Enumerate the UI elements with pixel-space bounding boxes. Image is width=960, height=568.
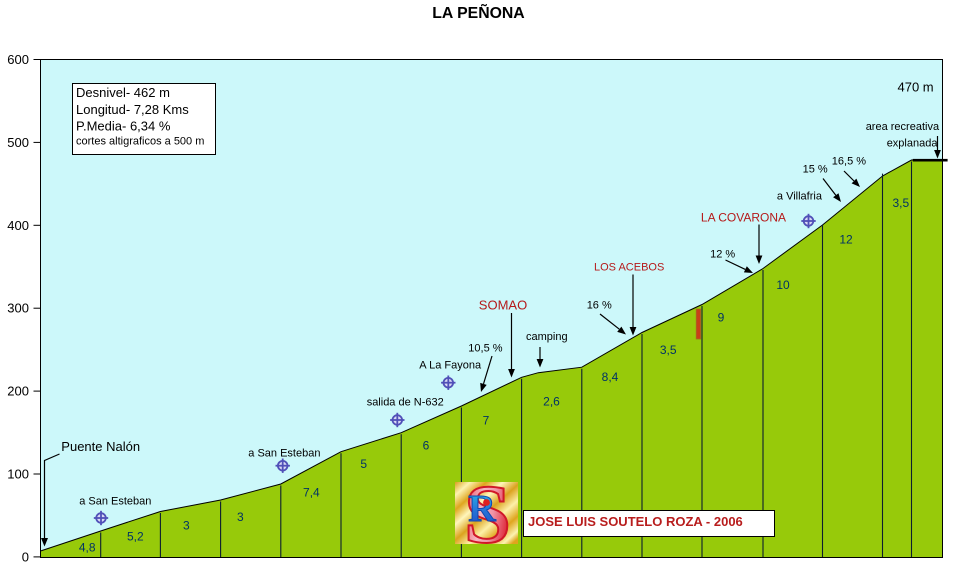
svg-text:10: 10	[776, 278, 790, 292]
svg-text:camping: camping	[526, 331, 568, 343]
svg-text:4,8: 4,8	[79, 541, 96, 555]
svg-text:3: 3	[183, 519, 190, 533]
svg-text:15 %: 15 %	[803, 164, 828, 176]
svg-text:100: 100	[7, 467, 29, 482]
svg-text:SOMAO: SOMAO	[479, 298, 527, 313]
svg-text:JOSE LUIS SOUTELO ROZA - 2006: JOSE LUIS SOUTELO ROZA - 2006	[528, 514, 743, 529]
svg-text:16,5 %: 16,5 %	[832, 156, 866, 168]
svg-text:7,4: 7,4	[303, 486, 320, 500]
svg-text:400: 400	[7, 218, 29, 233]
svg-text:3: 3	[237, 510, 244, 524]
svg-text:LA PEÑONA: LA PEÑONA	[432, 2, 524, 22]
svg-text:a San Esteban: a San Esteban	[79, 496, 151, 508]
svg-text:salida de N-632: salida de N-632	[367, 397, 444, 409]
svg-text:LA COVARONA: LA COVARONA	[701, 210, 786, 224]
svg-text:300: 300	[7, 301, 29, 316]
svg-text:2,6: 2,6	[543, 395, 560, 409]
svg-text:R: R	[468, 488, 496, 530]
svg-text:S: S	[464, 468, 511, 561]
svg-text:5: 5	[360, 457, 367, 471]
svg-text:6: 6	[423, 439, 430, 453]
svg-text:a San Esteban: a San Esteban	[248, 448, 320, 460]
svg-text:200: 200	[7, 384, 29, 399]
svg-text:Longitud- 7,28 Kms: Longitud- 7,28 Kms	[76, 102, 189, 117]
svg-text:3,5: 3,5	[660, 343, 677, 357]
svg-text:7: 7	[483, 414, 490, 428]
svg-text:Puente Nalón: Puente Nalón	[61, 439, 140, 454]
svg-text:12: 12	[839, 233, 853, 247]
svg-text:16 %: 16 %	[587, 299, 612, 311]
svg-text:8,4: 8,4	[602, 370, 619, 384]
svg-text:5,2: 5,2	[127, 530, 144, 544]
svg-text:P.Media- 6,34 %: P.Media- 6,34 %	[76, 119, 171, 134]
svg-text:a Villafria: a Villafria	[777, 191, 823, 203]
svg-text:600: 600	[7, 52, 29, 67]
svg-text:explanada: explanada	[887, 138, 939, 150]
svg-text:12 %: 12 %	[710, 249, 735, 261]
svg-text:10,5 %: 10,5 %	[468, 343, 502, 355]
svg-text:area recreativa: area recreativa	[866, 121, 940, 133]
svg-text:3,5: 3,5	[892, 196, 909, 210]
svg-text:470 m: 470 m	[898, 80, 934, 95]
svg-text:A La Fayona: A La Fayona	[419, 360, 482, 372]
svg-text:0: 0	[22, 549, 29, 564]
svg-text:LOS ACEBOS: LOS ACEBOS	[594, 262, 664, 274]
svg-text:9: 9	[718, 311, 725, 325]
svg-text:500: 500	[7, 135, 29, 150]
svg-text:cortes altigraficos a 500 m: cortes altigraficos a 500 m	[76, 136, 204, 148]
svg-text:Desnivel- 462 m: Desnivel- 462 m	[76, 85, 170, 100]
